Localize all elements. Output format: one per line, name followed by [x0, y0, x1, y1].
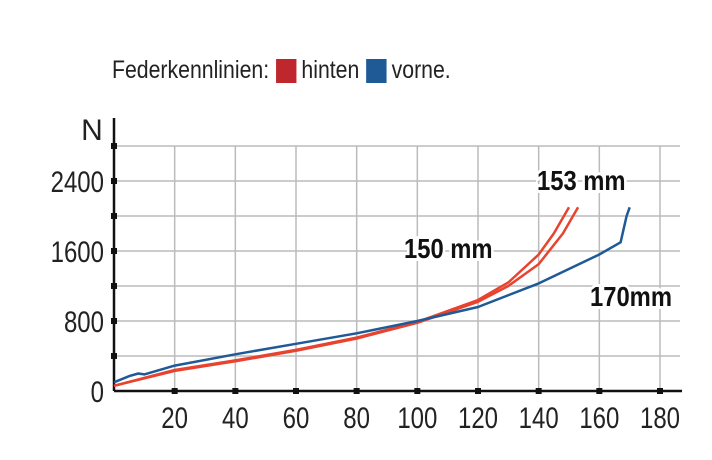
x-tick-label: 120	[458, 400, 498, 434]
y-tick-mark	[111, 213, 117, 219]
x-tick-label: 60	[283, 400, 310, 434]
x-tick-label: 180	[640, 400, 680, 434]
x-tick-mark	[535, 388, 542, 394]
legend-label-hinten: hinten	[301, 56, 360, 84]
x-tick-mark	[596, 388, 603, 394]
legend-label-vorne: vorne.	[391, 56, 451, 84]
y-axis-label: N	[81, 114, 103, 147]
series-line-153mm	[113, 206, 580, 388]
x-tick-label: 20	[161, 400, 188, 434]
legend-swatch-hinten	[275, 58, 297, 83]
series-line-150mm	[113, 206, 571, 388]
series-line-170mm	[113, 206, 631, 384]
x-tick-mark	[657, 388, 663, 394]
y-tick-mark	[111, 143, 117, 149]
legend-swatch-vorne	[366, 58, 387, 83]
x-tick-label: 80	[343, 400, 370, 434]
series-label: 170mm	[590, 280, 672, 312]
y-tick-label: 800	[64, 304, 104, 338]
series-label: 150 mm	[404, 232, 493, 264]
x-tick-mark	[232, 388, 239, 394]
x-tick-mark	[293, 388, 299, 394]
legend-title: Federkennlinien:	[112, 56, 270, 84]
y-tick-label: 2400	[51, 164, 104, 198]
series-label: 153 mm	[537, 164, 626, 196]
y-tick-label: 1600	[51, 234, 104, 268]
y-tick-label: 0	[91, 374, 104, 408]
x-tick-mark	[171, 388, 178, 394]
legend: Federkennlinien: hinten vorne.	[112, 56, 451, 85]
x-tick-label: 160	[579, 400, 619, 434]
y-tick-mark	[111, 178, 117, 184]
x-tick-label: 100	[397, 400, 437, 434]
x-tick-label: 140	[519, 400, 559, 434]
y-tick-mark	[111, 248, 117, 254]
x-tick-mark	[414, 388, 421, 394]
y-tick-mark	[111, 353, 117, 359]
x-tick-mark	[353, 388, 360, 394]
y-tick-mark	[111, 283, 117, 289]
y-tick-mark	[111, 318, 117, 324]
x-tick-mark	[475, 388, 481, 394]
x-tick-label: 40	[222, 400, 249, 434]
